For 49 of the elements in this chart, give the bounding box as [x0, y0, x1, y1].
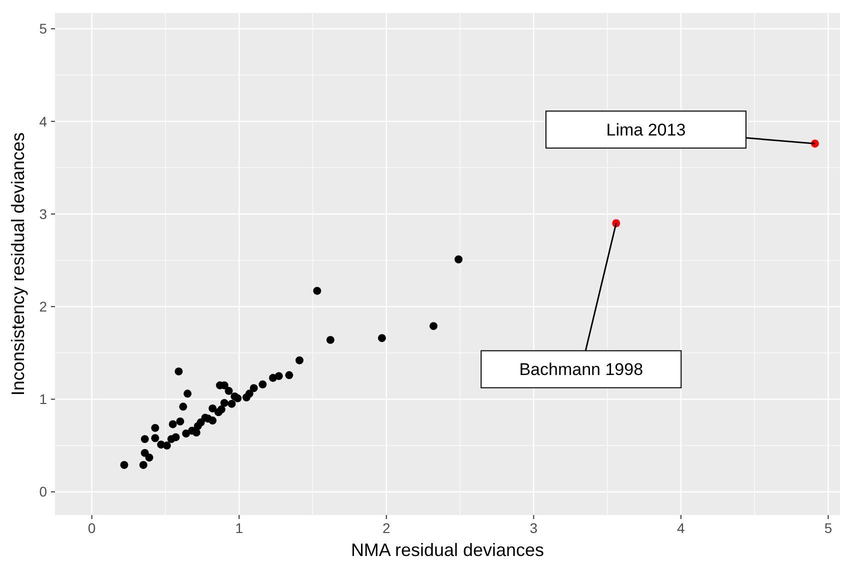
point — [172, 433, 180, 442]
point — [326, 336, 334, 344]
point — [224, 386, 233, 395]
annotation: Lima 2013 — [606, 120, 686, 140]
x-tick-label: 2 — [382, 520, 390, 536]
y-tick-label: 3 — [39, 206, 48, 222]
point — [174, 367, 183, 376]
x-axis-title: NMA residual deviances — [350, 540, 544, 560]
x-tick-label: 4 — [677, 520, 686, 536]
point — [234, 394, 242, 402]
point — [378, 334, 386, 342]
point — [151, 424, 160, 432]
point — [285, 371, 294, 380]
point — [250, 384, 258, 392]
point — [208, 416, 217, 425]
point — [140, 435, 149, 444]
point — [217, 405, 226, 414]
point — [162, 442, 171, 450]
point — [145, 454, 154, 462]
point — [313, 286, 322, 295]
y-tick-label: 4 — [39, 113, 48, 130]
y-tick-label: 1 — [39, 391, 48, 408]
point — [192, 428, 200, 437]
x-tick-label: 5 — [824, 520, 832, 536]
point — [168, 420, 177, 428]
point — [258, 380, 267, 388]
y-tick-label: 0 — [39, 484, 48, 500]
y-axis-title: Inconsistency residual deviances — [8, 132, 28, 396]
point — [454, 255, 463, 264]
point — [208, 404, 217, 412]
point — [139, 461, 148, 469]
x-tick-label: 0 — [88, 520, 96, 536]
x-tick-label: 3 — [530, 520, 538, 536]
point — [184, 390, 192, 398]
point — [220, 398, 228, 407]
point — [176, 417, 184, 426]
point — [182, 430, 190, 438]
point — [151, 434, 160, 442]
annotation: Bachmann 1998 — [519, 360, 644, 380]
point — [430, 322, 438, 330]
point — [228, 400, 236, 408]
point — [295, 356, 304, 364]
x-tick-label: 1 — [235, 520, 244, 536]
point — [120, 461, 128, 469]
point — [179, 402, 188, 411]
y-tick-label: 2 — [39, 298, 48, 315]
y-tick-label: 5 — [39, 20, 48, 37]
point — [274, 372, 283, 380]
point — [245, 390, 254, 398]
